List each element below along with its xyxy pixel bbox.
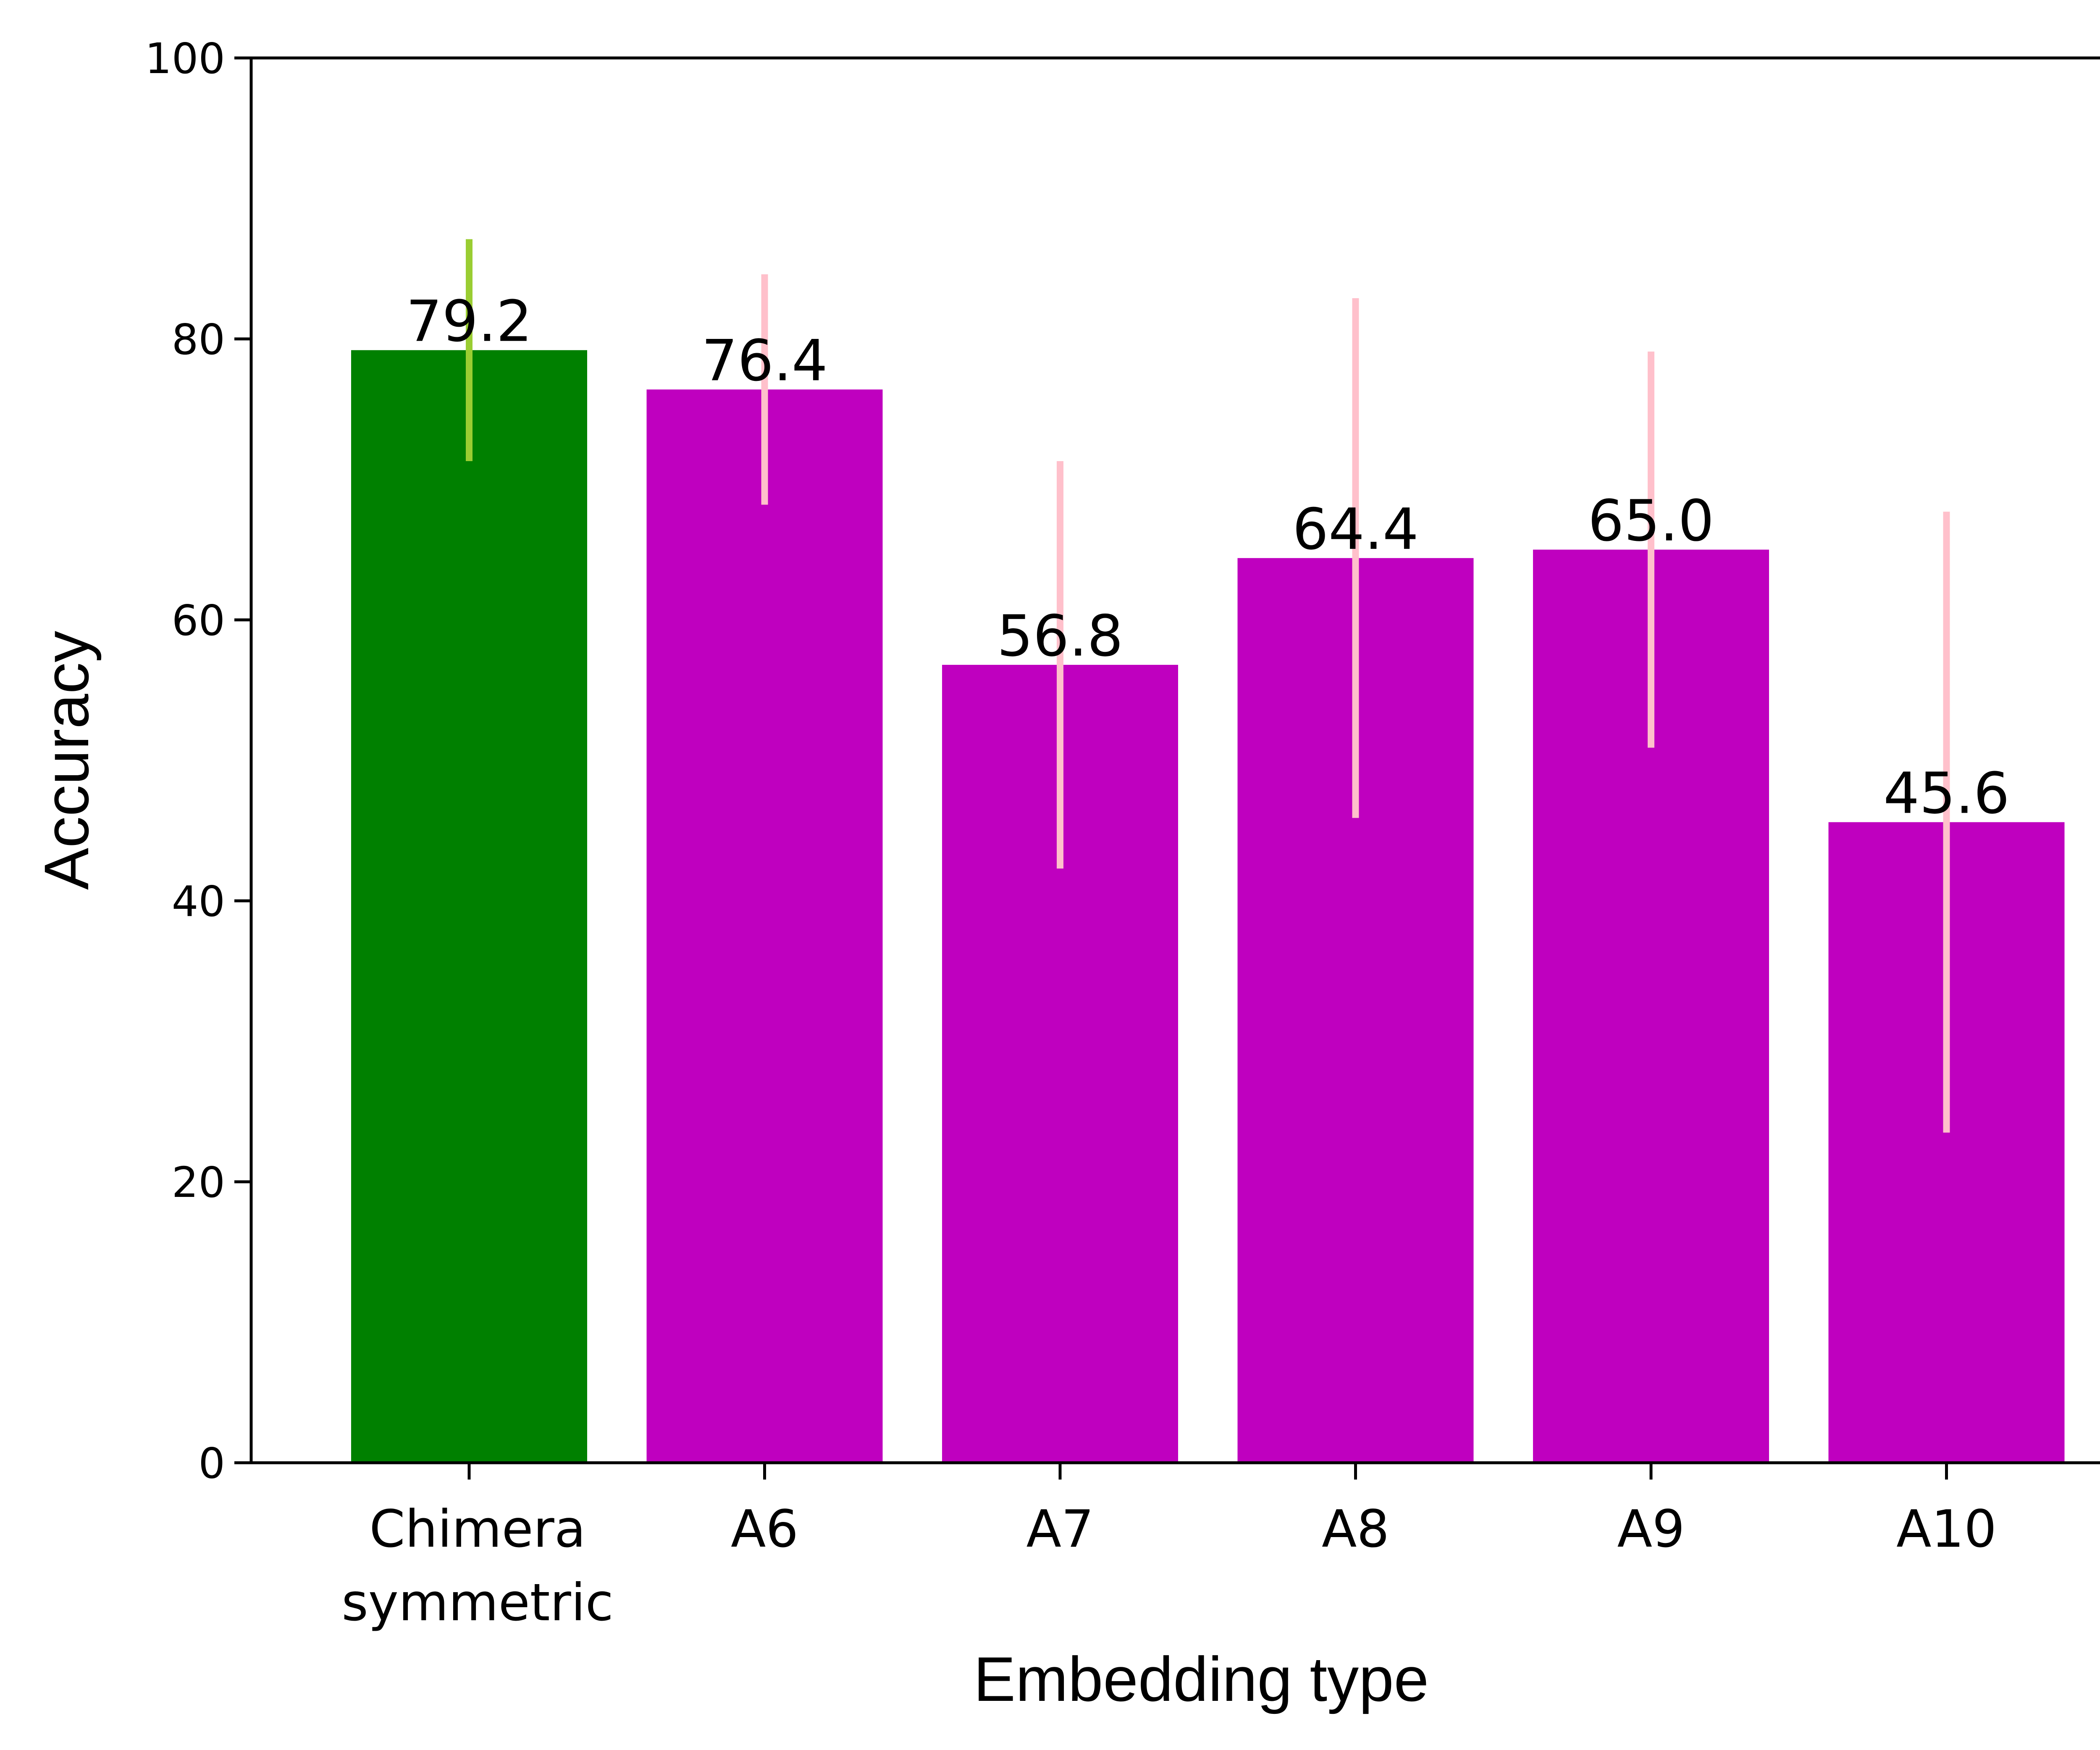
bar bbox=[351, 350, 587, 1463]
x-tick-label: A9 bbox=[1617, 1499, 1685, 1559]
bar-value-label: 79.2 bbox=[406, 289, 533, 354]
bar-value-label: 45.6 bbox=[1883, 761, 2010, 826]
y-tick-label: 100 bbox=[145, 34, 225, 83]
bar bbox=[646, 389, 883, 1463]
y-tick-label: 20 bbox=[172, 1158, 225, 1207]
x-tick-label: A10 bbox=[1896, 1499, 1997, 1559]
x-tick-label: Chimera bbox=[369, 1499, 585, 1559]
x-axis-title: Embedding type bbox=[974, 1644, 1429, 1714]
y-axis-title: Accuracy bbox=[31, 631, 102, 890]
value-labels-layer: 79.2 76.4 56.8 64.4 65.0 45.6 bbox=[406, 289, 2010, 826]
x-tick-label: A6 bbox=[731, 1499, 798, 1559]
x-axis: Chimera symmetric A6 A7 A8 A9 A10 bbox=[341, 1463, 1997, 1632]
plot-frame bbox=[249, 56, 2100, 1464]
y-tick-label: 0 bbox=[198, 1439, 225, 1488]
bar-value-label: 56.8 bbox=[997, 603, 1124, 669]
x-tick-label: A7 bbox=[1026, 1499, 1094, 1559]
y-tick-label: 60 bbox=[172, 596, 225, 645]
y-axis: 0 20 40 60 80 100 bbox=[145, 34, 251, 1488]
x-tick-label: symmetric bbox=[341, 1573, 613, 1632]
y-tick-label: 40 bbox=[172, 877, 225, 926]
bar-value-label: 76.4 bbox=[701, 328, 828, 394]
bar-value-label: 65.0 bbox=[1588, 488, 1714, 554]
y-tick-label: 80 bbox=[172, 315, 225, 364]
error-bars-layer bbox=[466, 239, 1950, 1133]
bar-value-label: 64.4 bbox=[1292, 496, 1419, 562]
x-tick-label: A8 bbox=[1322, 1499, 1389, 1559]
